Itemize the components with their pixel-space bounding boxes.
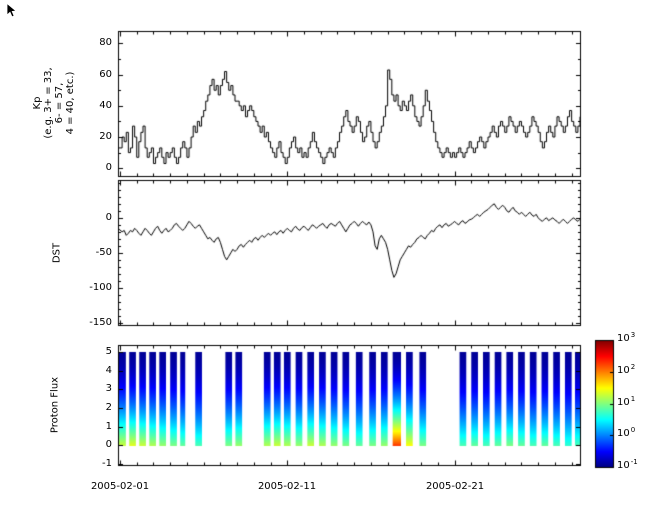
mouse-cursor-icon [6, 3, 17, 18]
